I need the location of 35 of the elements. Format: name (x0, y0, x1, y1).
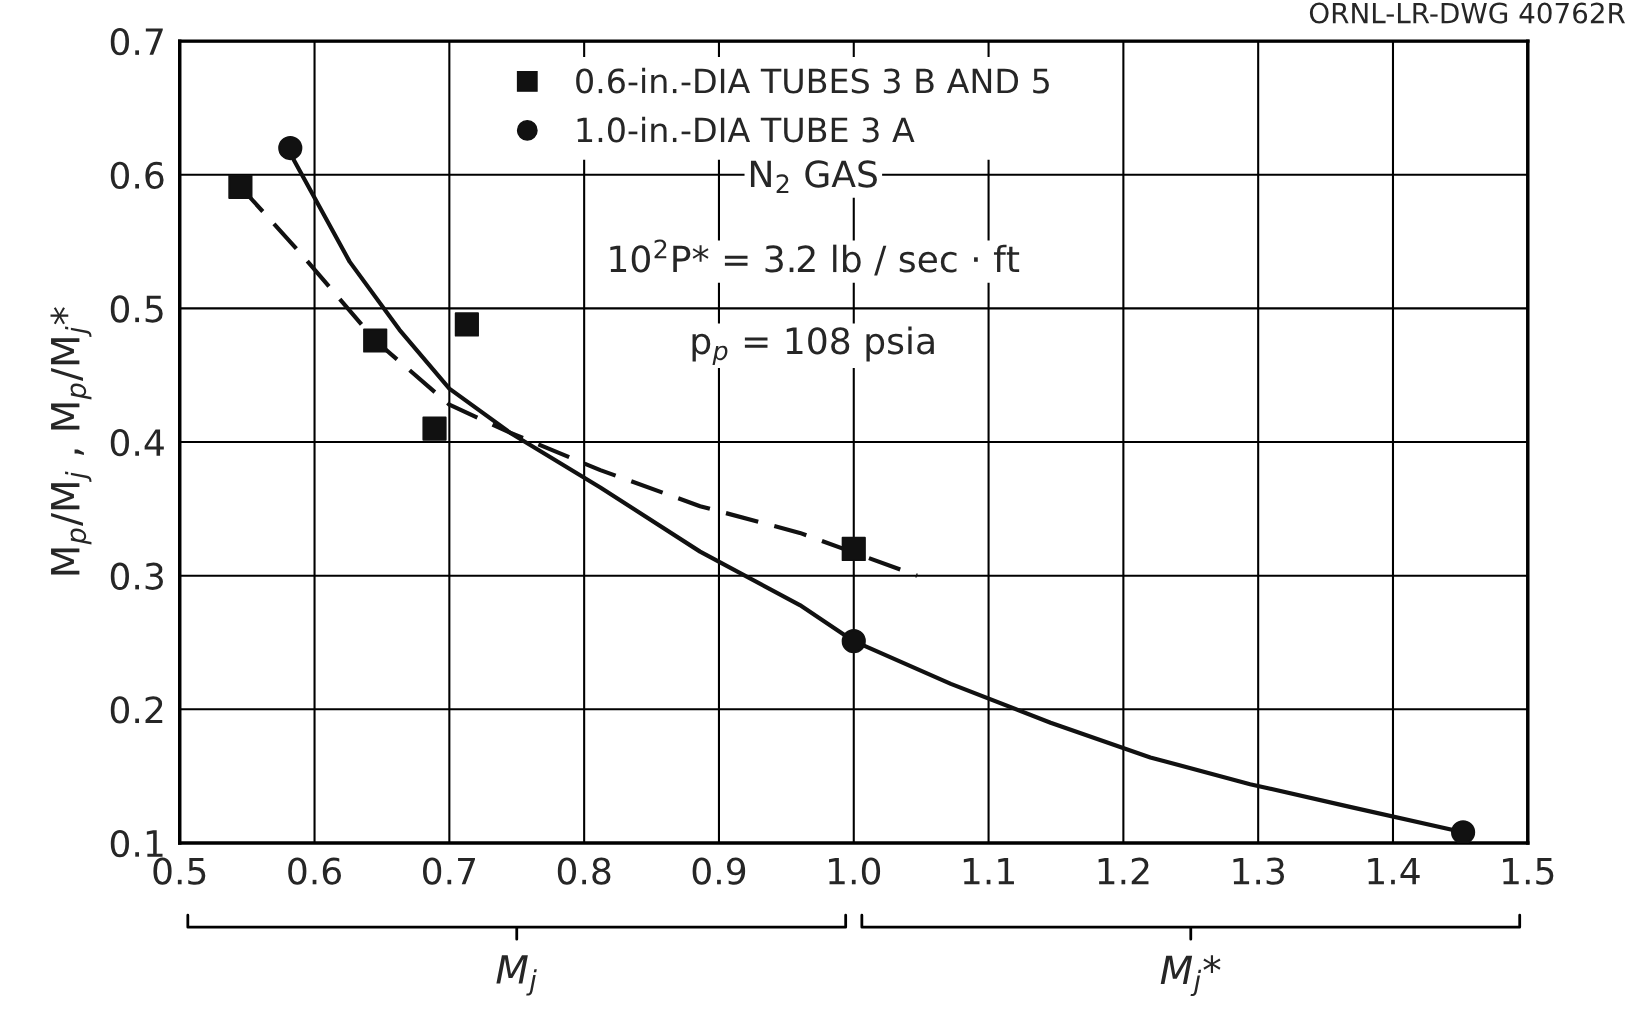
point (228, 174, 253, 199)
point (841, 629, 866, 654)
text: M$_{p}$/M$_{j}$ , M$_{p}$/M$_{j}$* (50, 307, 92, 575)
legend-label: 1.0-in.-DIA TUBE 3 A (577, 116, 915, 143)
x-tick-label: 0.5 (153, 857, 206, 885)
text: M$_{j}$* (1160, 955, 1221, 997)
x-tick-label: 0.7 (423, 857, 475, 885)
y-tick-label: 0.3 (110, 562, 163, 590)
annotation: N$_{2}$ GAS (750, 160, 877, 194)
y-tick-label: 0.2 (110, 696, 163, 724)
y-tick-label: 0.7 (110, 28, 163, 56)
y-tick-label: 0.4 (110, 428, 164, 457)
text: M$_{j}$ (496, 955, 537, 996)
annotation: p$_{p}$ = 108 psia (692, 326, 934, 366)
y-tick-label: 0.5 (110, 295, 163, 323)
x-tick-label: 0.8 (557, 857, 611, 885)
x-tick-label: 0.6 (288, 857, 341, 885)
legend-label: 0.6-in.-DIA TUBES 3 B AND 5 (576, 67, 1049, 94)
x-tick-label: 1.2 (1098, 857, 1149, 885)
point (841, 536, 866, 562)
x-tick-label: 1.0 (829, 857, 881, 885)
x-tick-label: 1.3 (1233, 857, 1284, 885)
point (278, 135, 303, 161)
annotation: 10$^{2}$P* = 3.2 lb / sec · ft (610, 239, 1020, 276)
point (422, 416, 447, 441)
point (454, 312, 479, 337)
x-tick-label: 1.4 (1368, 857, 1420, 885)
point (363, 328, 388, 353)
point (1450, 820, 1476, 843)
x-tick-label: 0.9 (692, 857, 746, 885)
y-tick-label: 0.1 (110, 829, 163, 858)
text: ORNL-LR-DWG 40762R (1309, 2, 1626, 24)
y-tick-label: 0.6 (110, 161, 164, 189)
x-tick-label: 1.5 (1503, 857, 1554, 885)
x-tick-label: 1.1 (963, 857, 1014, 885)
